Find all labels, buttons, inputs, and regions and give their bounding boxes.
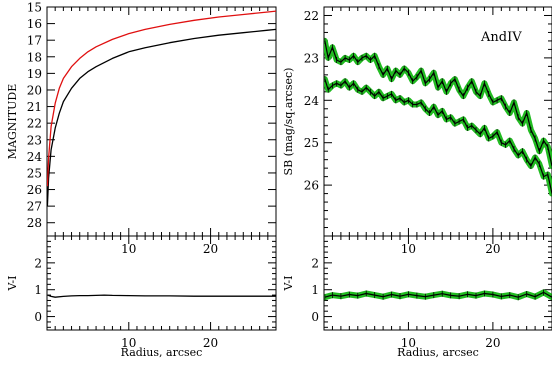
y-tick-label: 15: [27, 1, 42, 15]
profile-band: [324, 76, 552, 197]
y-tick-label: 26: [304, 179, 319, 193]
y-axis-label: V-I: [6, 276, 19, 292]
y-tick-label: 20: [27, 83, 42, 97]
y-tick-label: 22: [304, 9, 319, 23]
legend-label: AndIV: [480, 30, 522, 45]
profile-color-panel: 10 20 0 1 2 Radius, arcsec V-I: [282, 235, 552, 359]
y-tick-label: 28: [27, 216, 42, 230]
y-axis-label: V-I: [282, 276, 295, 292]
x-axis-label: Radius, arcsec: [121, 346, 203, 359]
y-tick-label: 24: [304, 94, 320, 108]
y-tick-label: 18: [27, 50, 42, 64]
profile-band: [324, 37, 552, 169]
y-tick-label: 16: [27, 17, 42, 31]
series-line: [324, 78, 552, 194]
x-tick-label: 10: [121, 242, 136, 256]
y-axis-label: MAGNITUDE: [6, 84, 19, 159]
y-tick-label: 21: [27, 100, 42, 114]
y-tick-label: 2: [311, 256, 319, 270]
profile-color-frame: [323, 235, 552, 331]
y-tick-label: 0: [311, 310, 319, 324]
growth-curve-frame: [46, 6, 277, 237]
x-tick-label: 10: [401, 336, 416, 350]
y-tick-label: 26: [27, 183, 42, 197]
x-tick-label: 20: [203, 336, 218, 350]
y-tick-label: 1: [34, 283, 42, 297]
series-line: [324, 291, 552, 298]
series-line: [47, 10, 276, 187]
y-tick-label: 0: [34, 310, 42, 324]
growth-curve-panel: 10 20 15 16 17 18 19 20 21 22 23 24 25 26 27 28 MAGNITUD…: [6, 1, 277, 256]
y-tick-label: 23: [304, 51, 319, 65]
y-tick-label: 19: [27, 67, 42, 81]
x-tick-label: 20: [485, 336, 500, 350]
x-tick-label: 10: [121, 336, 136, 350]
y-tick-label: 23: [27, 133, 42, 147]
x-tick-label: 10: [401, 242, 416, 256]
color-curve-panel: 10 20 0 1 2 Radius, arcsec V-I: [6, 235, 277, 359]
series-line: [47, 28, 276, 207]
y-tick-label: 17: [27, 34, 42, 48]
x-axis-label: Radius, arcsec: [397, 346, 479, 359]
y-tick-label: 2: [34, 256, 42, 270]
color-curve-frame: [46, 235, 277, 331]
y-tick-label: 25: [27, 166, 42, 180]
y-tick-label: 1: [311, 283, 319, 297]
series-line: [47, 294, 276, 298]
x-tick-label: 20: [203, 242, 218, 256]
y-tick-label: 25: [304, 136, 319, 150]
y-tick-label: 27: [27, 200, 42, 214]
x-tick-label: 20: [485, 242, 500, 256]
surface-brightness-panel: 10 20 22 23 24 25 26 SB (mag/sq.arcsec): [282, 6, 552, 256]
y-tick-label: 22: [27, 117, 42, 131]
y-axis-label: SB (mag/sq.arcsec): [282, 68, 295, 176]
y-tick-label: 24: [27, 150, 43, 164]
